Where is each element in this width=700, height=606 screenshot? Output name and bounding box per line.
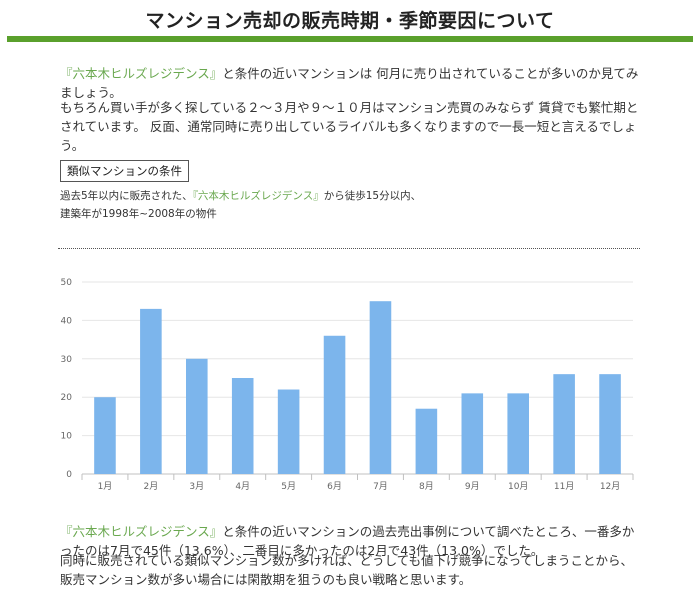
x-tick-label: 4月 [235,481,250,492]
bar [369,301,392,474]
x-tick-label: 9月 [465,481,480,492]
intro-paragraph-2: もちろん買い手が多く探している２～３月や９～１０月はマンション売買のみならず 賃… [60,100,639,153]
y-tick-label: 10 [61,432,73,442]
x-tick-label: 2月 [144,481,159,492]
x-tick-label: 3月 [189,481,204,492]
bar [277,389,300,474]
summary-text-1: と条件の近いマンションの過去売出事例について調べたところ、一番多かったのは7月で… [60,524,635,558]
x-tick-label: 10月 [508,481,528,492]
bar [553,374,575,474]
section-divider [58,248,640,249]
property-name: 『六本木ヒルズレジデンス』 [60,66,223,81]
bar [231,378,254,474]
bar [94,397,116,474]
summary-paragraph-2: 同時に販売されている類似マンション数が多ければ、どうしても値下げ競争になってしま… [60,553,634,587]
x-tick-label: 1月 [98,481,113,492]
conditions-line-2: 建築年が1998年~2008年の物件 [60,208,217,220]
y-tick-label: 20 [61,393,73,403]
bar [461,393,484,474]
y-tick-label: 40 [61,316,73,326]
x-tick-label: 11月 [554,481,574,492]
y-tick-label: 0 [66,470,72,480]
intro-paragraph-1: 『六本木ヒルズレジデンス』と条件の近いマンションは 何月に売り出されていることが… [60,64,640,102]
conditions-line-1: 過去5年以内に販売された、『六本木ヒルズレジデンス』から徒歩15分以内、 [60,188,421,204]
conditions-label-box: 類似マンションの条件 [60,160,189,182]
bar [599,374,621,474]
bar [140,308,162,474]
x-tick-label: 8月 [419,481,434,492]
title-underline [7,36,693,42]
intro-text-1: と条件の近いマンションは 何月に売り出されていることが多いのか見てみましょう。 [60,66,639,100]
bar [323,335,346,474]
summary-property-name: 『六本木ヒルズレジデンス』 [60,524,223,539]
bar [507,393,529,474]
page-title: マンション売却の販売時期・季節要因について [145,10,555,32]
x-tick-label: 6月 [327,481,342,492]
monthly-sales-bar-chart: 0 10 20 30 40 50 1月 2月 3月 4月 5月 6月 7月 8月 9月 10月 11月 12月 [61,278,634,492]
conditions-property-name: 『六本木ヒルズレジデンス』 [192,190,324,202]
conditions-line-1-post: から徒歩15分以内、 [323,190,422,202]
y-tick-label: 30 [61,355,73,365]
y-tick-label: 50 [61,278,73,288]
conditions-line-1-pre: 過去5年以内に販売された、 [60,190,193,202]
x-tick-label: 5月 [281,481,296,492]
bar [415,408,438,474]
bar [186,358,208,474]
x-tick-label: 12月 [600,481,620,492]
x-tick-label: 7月 [373,481,388,492]
summary-paragraph-1: 『六本木ヒルズレジデンス』と条件の近いマンションの過去売出事例について調べたとこ… [60,522,640,560]
